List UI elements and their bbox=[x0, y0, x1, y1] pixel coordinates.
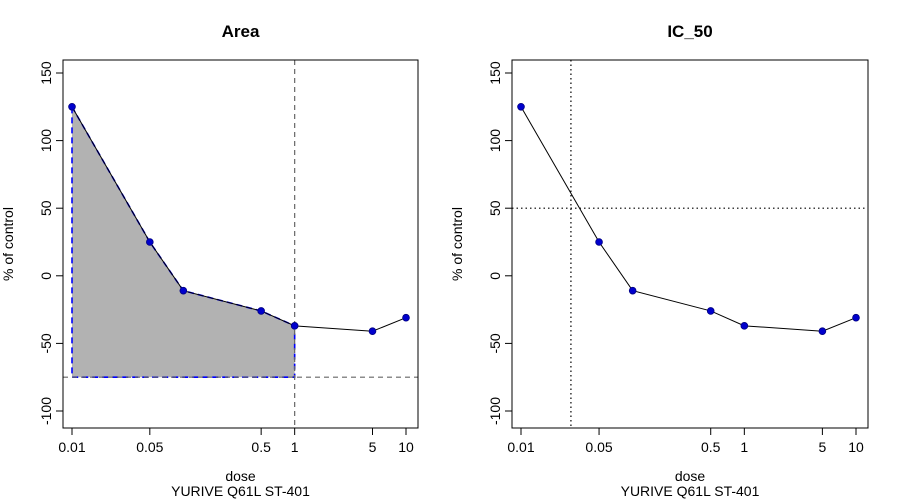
y-axis-label: % of control bbox=[0, 207, 16, 281]
data-point bbox=[740, 322, 749, 330]
x-tick-label: 10 bbox=[398, 439, 414, 455]
series-line bbox=[520, 106, 857, 332]
y-tick-label: 100 bbox=[38, 129, 54, 153]
y-tick-label: 50 bbox=[487, 200, 503, 216]
data-point bbox=[257, 307, 265, 315]
x-tick-label: 10 bbox=[848, 439, 864, 455]
y-tick-label: 0 bbox=[38, 272, 54, 280]
y-tick-label: 150 bbox=[38, 61, 54, 85]
x-tick-label: 0.05 bbox=[585, 439, 612, 455]
chart-subtitle: YURIVE Q61L ST-401 bbox=[171, 483, 310, 499]
data-point bbox=[517, 103, 525, 111]
y-tick-label: -100 bbox=[38, 397, 54, 425]
x-tick-label: 0.01 bbox=[507, 439, 534, 455]
data-point bbox=[818, 327, 827, 336]
y-axis-label: % of control bbox=[449, 207, 465, 281]
plot-frame bbox=[511, 59, 869, 429]
y-tick-label: 100 bbox=[487, 129, 503, 153]
data-point bbox=[68, 103, 76, 111]
x-axis-label: dose bbox=[225, 468, 256, 484]
data-point bbox=[628, 286, 637, 295]
y-tick-label: 50 bbox=[38, 200, 54, 216]
x-axis-label: dose bbox=[675, 468, 706, 484]
chart-title: Area bbox=[222, 22, 260, 41]
x-tick-label: 0.01 bbox=[58, 439, 85, 455]
y-tick-label: -100 bbox=[487, 397, 503, 425]
shaded-area bbox=[71, 103, 296, 379]
chart-title: IC_50 bbox=[667, 22, 712, 41]
chart-subtitle: YURIVE Q61L ST-401 bbox=[621, 483, 760, 499]
y-tick-label: 0 bbox=[487, 272, 503, 280]
y-tick-label: -50 bbox=[38, 333, 54, 353]
x-tick-label: 0.5 bbox=[701, 439, 721, 455]
x-tick-label: 1 bbox=[740, 439, 748, 455]
data-point bbox=[706, 307, 715, 315]
data-point bbox=[595, 238, 603, 246]
data-point bbox=[146, 238, 154, 246]
data-point bbox=[179, 286, 188, 295]
chart-panel-1: Area 0.01 0.05 0.5 1 5 10 -100 -50 0 50 100 150 doseY… bbox=[0, 22, 419, 499]
x-tick-label: 1 bbox=[291, 439, 299, 455]
x-tick-label: 5 bbox=[369, 439, 377, 455]
x-tick-label: 5 bbox=[818, 439, 826, 455]
y-tick-label: 150 bbox=[487, 61, 503, 85]
data-point bbox=[852, 313, 860, 322]
data-point bbox=[368, 327, 377, 336]
data-point bbox=[290, 322, 299, 330]
x-tick-label: 0.5 bbox=[251, 439, 271, 455]
data-point bbox=[402, 313, 410, 322]
y-tick-label: -50 bbox=[487, 333, 503, 353]
chart-panel-2: IC_50 0.01 0.05 0.5 1 5 10 -100 -50 0 50 100 150 dose… bbox=[449, 22, 869, 499]
x-tick-label: 0.05 bbox=[136, 439, 163, 455]
